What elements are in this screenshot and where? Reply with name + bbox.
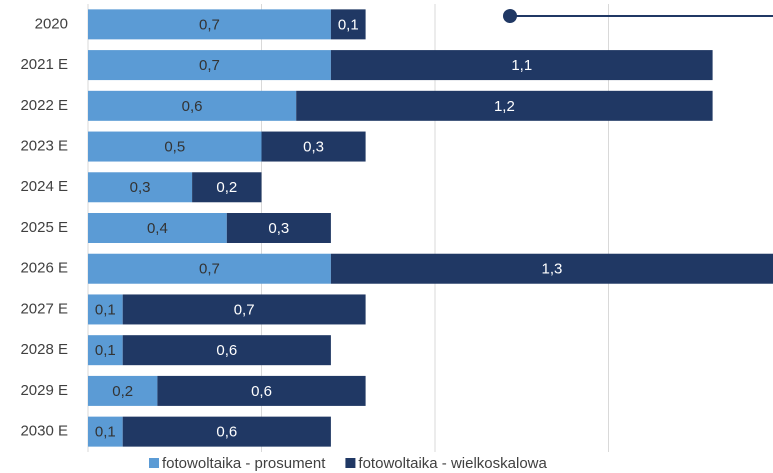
bar-segment	[88, 131, 262, 162]
value-label: 0,5	[164, 139, 185, 156]
bar-segment	[330, 9, 366, 40]
bar-segment	[88, 294, 123, 325]
legend-label: fotowoltaika - wielkoskalowa	[358, 455, 547, 472]
bar-segment	[157, 375, 366, 406]
y-tick-label: 2025 E	[20, 219, 68, 236]
value-label: 1,1	[511, 57, 532, 74]
bar-segment	[88, 253, 331, 284]
bar-segment	[122, 416, 331, 447]
bar-segment	[296, 90, 713, 121]
value-label: 0,3	[303, 139, 324, 156]
value-label: 0,7	[199, 57, 220, 74]
value-label: 0,6	[182, 98, 203, 115]
bar-segment	[88, 213, 227, 243]
value-label: 0,6	[216, 424, 237, 441]
bar-segment	[330, 253, 773, 284]
value-label: 0,4	[147, 220, 168, 237]
legend-swatch	[149, 458, 159, 468]
bar-segment	[88, 50, 331, 81]
bar-segment	[122, 294, 366, 325]
value-label: 1,3	[542, 261, 563, 278]
bar-segment	[192, 172, 262, 203]
y-tick-label: 2030 E	[20, 423, 68, 440]
value-label: 0,7	[234, 301, 255, 318]
value-label: 0,1	[338, 16, 359, 33]
value-label: 0,7	[199, 16, 220, 33]
value-label: 0,1	[95, 342, 116, 359]
y-tick-label: 2026 E	[20, 260, 68, 277]
y-tick-label: 2022 E	[20, 97, 68, 114]
y-tick-label: 2029 E	[20, 382, 68, 399]
bar-segment	[88, 90, 297, 121]
decoration-dot	[503, 9, 517, 23]
bar-segment	[88, 375, 158, 406]
bar-segment	[122, 335, 331, 366]
y-tick-label: 2028 E	[20, 341, 68, 358]
y-tick-label: 2023 E	[20, 138, 68, 155]
y-tick-label: 2027 E	[20, 300, 68, 317]
bar-segment	[88, 416, 123, 447]
value-label: 0,3	[268, 220, 289, 237]
value-label: 0,2	[112, 383, 133, 400]
value-label: 0,1	[95, 301, 116, 318]
plot-area: 2020 0,7 0,1 2021 E 0,7 1,1 2022 E 0,6 1,2 2023 E…	[20, 4, 773, 452]
y-tick-label: 2024 E	[20, 178, 68, 195]
value-label: 1,2	[494, 98, 515, 115]
legend-label: fotowoltaika - prosument	[162, 455, 326, 472]
bar-segment	[88, 172, 193, 203]
y-tick-label: 2021 E	[20, 56, 68, 73]
bar-segment	[261, 131, 366, 162]
bar-segment	[330, 50, 713, 81]
bar-segment	[88, 9, 331, 40]
value-label: 0,6	[251, 383, 272, 400]
value-label: 0,2	[216, 179, 237, 196]
y-tick-label: 2020	[35, 15, 68, 32]
value-label: 0,3	[130, 179, 151, 196]
bar-segment	[88, 335, 123, 366]
value-label: 0,6	[216, 342, 237, 359]
legend-swatch	[345, 458, 356, 468]
value-label: 0,1	[95, 424, 116, 441]
bar-segment	[226, 213, 331, 243]
value-label: 0,7	[199, 261, 220, 278]
